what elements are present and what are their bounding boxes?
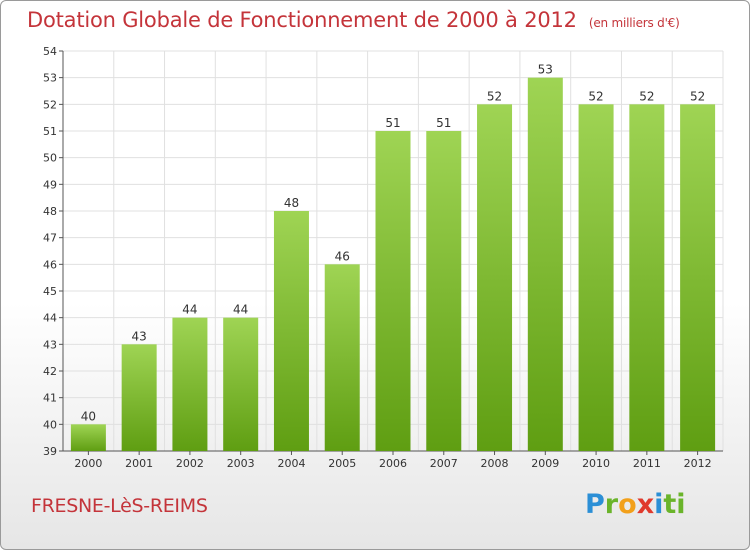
x-tick-label: 2010 — [582, 457, 610, 470]
chart-subtitle: (en milliers d'€) — [588, 16, 680, 30]
bar-value-label: 53 — [538, 63, 553, 77]
x-tick-label: 2012 — [684, 457, 712, 470]
x-tick-label: 2004 — [277, 457, 305, 470]
x-tick-label: 2002 — [176, 457, 204, 470]
bar — [680, 104, 716, 451]
y-tick-label: 52 — [43, 98, 57, 111]
y-tick-label: 45 — [43, 285, 57, 298]
bar-value-label: 48 — [284, 196, 299, 210]
y-tick-label: 42 — [43, 365, 57, 378]
logo-letter: o — [618, 489, 637, 520]
bar — [70, 424, 106, 451]
x-tick-label: 2005 — [328, 457, 356, 470]
proxiti-logo[interactable]: Proxiti — [585, 489, 686, 520]
bar-value-label: 40 — [81, 409, 96, 423]
labels: 40 2000 43 2001 44 2002 44 2003 48 2004 46 2005 51 20… — [74, 63, 711, 470]
y-tick-label: 53 — [43, 72, 57, 85]
bar-value-label: 52 — [690, 89, 705, 103]
bar-value-label: 44 — [182, 303, 197, 317]
x-tick-label: 2009 — [531, 457, 559, 470]
bar-value-label: 52 — [487, 89, 502, 103]
bar-value-label: 44 — [233, 303, 248, 317]
logo-letter: P — [585, 489, 605, 520]
y-tick-label: 39 — [43, 445, 57, 458]
x-tick-label: 2001 — [125, 457, 153, 470]
bar-value-label: 52 — [588, 89, 603, 103]
y-tick-label: 46 — [43, 258, 57, 271]
y-tick-label: 43 — [43, 338, 57, 351]
logo-letter: i — [654, 489, 664, 520]
y-tick-label: 44 — [43, 312, 57, 325]
logo-letter: x — [636, 489, 655, 520]
bar-value-label: 51 — [385, 116, 400, 130]
x-tick-label: 2007 — [430, 457, 458, 470]
y-tick-label: 51 — [43, 125, 57, 138]
bars — [70, 77, 716, 452]
x-tick-label: 2006 — [379, 457, 407, 470]
y-tick-label: 47 — [43, 232, 57, 245]
commune-name: FRESNE-LèS-REIMS — [31, 495, 208, 517]
bar — [527, 77, 563, 452]
logo-letter: t — [663, 489, 677, 520]
y-tick-label: 54 — [43, 45, 57, 58]
logo-letter: r — [604, 489, 619, 520]
chart-title: Dotation Globale de Fonctionnement de 20… — [27, 8, 680, 32]
y-tick-label: 49 — [43, 178, 57, 191]
x-tick-label: 2008 — [481, 457, 509, 470]
x-tick-label: 2003 — [227, 457, 255, 470]
logo-letter: i — [676, 489, 686, 520]
chart-title-text: Dotation Globale de Fonctionnement de 20… — [27, 8, 577, 32]
bar-value-label: 46 — [335, 249, 350, 263]
bar — [629, 104, 665, 451]
x-tick-label: 2000 — [74, 457, 102, 470]
y-tick-label: 50 — [43, 152, 57, 165]
bar — [172, 317, 208, 451]
y-tick-label: 40 — [43, 418, 57, 431]
y-tick-label: 41 — [43, 392, 57, 405]
bar — [477, 104, 513, 451]
bar — [578, 104, 614, 451]
bar-value-label: 52 — [639, 89, 654, 103]
bar — [223, 317, 259, 451]
bar — [375, 131, 411, 451]
bar-value-label: 43 — [132, 329, 147, 343]
bar-value-label: 51 — [436, 116, 451, 130]
bar — [324, 264, 360, 451]
bar — [426, 131, 462, 451]
bar — [121, 344, 157, 451]
y-tick-label: 48 — [43, 205, 57, 218]
x-tick-label: 2011 — [633, 457, 661, 470]
bar — [273, 211, 309, 451]
